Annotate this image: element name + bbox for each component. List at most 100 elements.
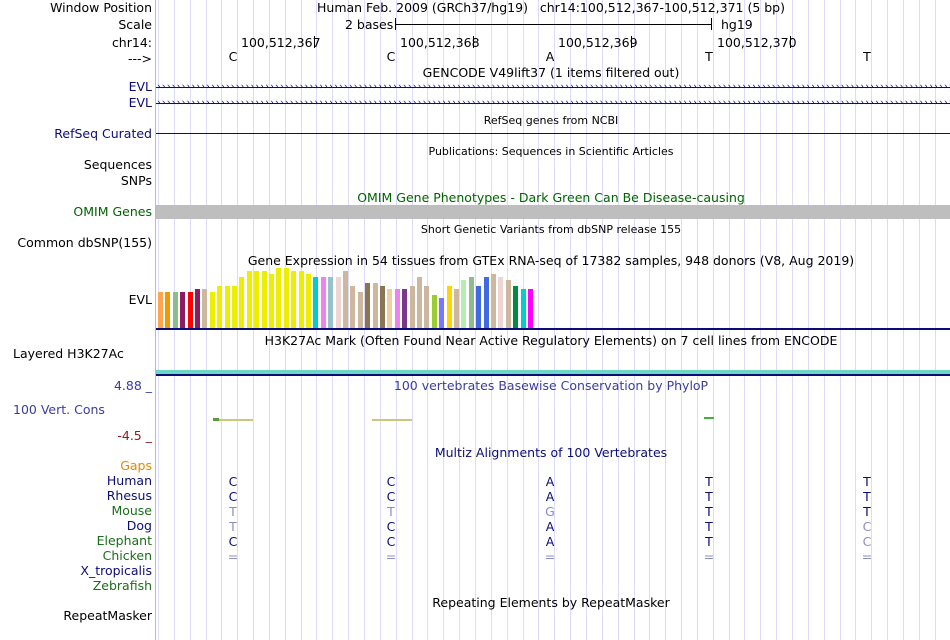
gtex-tissue-bar[interactable] <box>291 271 297 328</box>
layered-h3k27ac-label[interactable]: Layered H3K27Ac <box>13 346 124 361</box>
scale-bar-right-tick <box>711 18 712 30</box>
gtex-tissue-bar[interactable] <box>498 277 504 328</box>
gtex-tissue-bar[interactable] <box>505 280 511 328</box>
gtex-tissue-bar[interactable] <box>180 292 186 328</box>
gtex-tissue-bar[interactable] <box>232 286 237 328</box>
h3k27ac-signal[interactable] <box>156 370 950 374</box>
gtex-tissue-bar[interactable] <box>476 286 482 328</box>
gtex-tissue-bar[interactable] <box>491 274 496 328</box>
grid-line <box>459 0 460 640</box>
gtex-tissue-bar[interactable] <box>246 271 252 328</box>
omim-genes-label[interactable]: OMIM Genes <box>73 204 152 219</box>
gtex-tissue-bar[interactable] <box>417 277 422 328</box>
grid-line <box>618 0 619 640</box>
phylop-signal-3[interactable] <box>704 417 714 419</box>
common-dbsnp-label[interactable]: Common dbSNP(155) <box>17 235 152 250</box>
alignment-base: C <box>862 534 872 549</box>
gtex-tissue-bar[interactable] <box>513 286 519 328</box>
gtex-tissue-bar[interactable] <box>350 286 356 328</box>
gtex-tissue-bar[interactable] <box>239 277 245 328</box>
gtex-tissue-bar[interactable] <box>283 268 289 328</box>
species-human-label: Human <box>106 473 152 488</box>
refseq-curated-label[interactable]: RefSeq Curated <box>54 126 152 141</box>
gtex-tissue-bar[interactable] <box>461 280 467 328</box>
gtex-tissue-bar[interactable] <box>520 289 526 328</box>
alignment-base: C <box>228 474 238 489</box>
gtex-tissue-bar[interactable] <box>372 283 378 328</box>
alignment-base: T <box>705 519 713 534</box>
gtex-tissue-bar[interactable] <box>431 295 437 328</box>
alignment-base: = <box>544 549 556 564</box>
gtex-tissue-bar[interactable] <box>298 271 304 328</box>
gencode-transcript-2[interactable]: ››››››››››››››››››››››››››››››››››››››››… <box>156 97 950 109</box>
gtex-tissue-bar[interactable] <box>172 292 178 328</box>
coord-tick-4 <box>790 36 791 48</box>
gtex-tissue-bar[interactable] <box>269 274 274 328</box>
snps-label[interactable]: SNPs <box>120 173 152 188</box>
gtex-tissue-bar[interactable] <box>402 289 408 328</box>
phylop-signal-1[interactable] <box>213 419 253 421</box>
grid-line <box>697 0 698 640</box>
gtex-tissue-bar[interactable] <box>424 286 430 328</box>
gtex-tissue-bar[interactable] <box>254 271 260 328</box>
grid-line <box>919 0 920 640</box>
alignment-base: C <box>386 474 396 489</box>
alignment-grid[interactable]: C C A T T C C A T T T T G T T T C A T C C C A T C = = = = = <box>156 474 950 564</box>
gtex-gene-line <box>156 328 950 330</box>
alignment-base: = <box>227 549 239 564</box>
gtex-tissue-bar[interactable] <box>483 277 489 328</box>
scale-text: 2 bases <box>345 17 394 32</box>
gtex-tissue-bar[interactable] <box>158 292 163 328</box>
gtex-tissue-bar[interactable] <box>261 271 267 328</box>
grid-line <box>665 0 666 640</box>
strand-label: ---> <box>127 51 152 66</box>
gtex-tissue-bar[interactable] <box>387 289 393 328</box>
coord-2: 100,512,368 <box>400 35 480 50</box>
gtex-tissue-bar[interactable] <box>165 292 171 328</box>
gtex-tissue-bar[interactable] <box>313 277 319 328</box>
chrom-label: chr14: <box>111 35 152 50</box>
gtex-tissue-bar[interactable] <box>439 298 445 328</box>
gtex-tissue-bar[interactable] <box>276 268 282 328</box>
grid-line <box>887 0 888 640</box>
gtex-tissue-bar[interactable] <box>365 283 371 328</box>
gtex-tissue-bar[interactable] <box>224 286 230 328</box>
grid-line <box>681 0 682 640</box>
omim-gene-block[interactable] <box>156 205 950 219</box>
gtex-tissue-bar[interactable] <box>357 292 363 328</box>
gtex-tissue-bar[interactable] <box>394 289 400 328</box>
gtex-tissue-bar[interactable] <box>409 286 415 328</box>
gtex-tissue-bar[interactable] <box>328 277 334 328</box>
gencode-evl-label-1[interactable]: EVL <box>128 79 152 94</box>
gencode-evl-label-2[interactable]: EVL <box>128 95 152 110</box>
gtex-tissue-bar[interactable] <box>343 271 348 328</box>
grid-line <box>649 0 650 640</box>
species-mouse-label: Mouse <box>111 503 152 518</box>
gencode-transcript-1[interactable]: ››››››››››››››››››››››››››››››››››››››››… <box>156 81 950 93</box>
gtex-tissue-bar[interactable] <box>446 286 452 328</box>
refseq-gene-line[interactable] <box>156 133 950 134</box>
sequences-label[interactable]: Sequences <box>83 157 152 172</box>
gtex-tissue-bar[interactable] <box>306 274 311 328</box>
cons-max-label: 4.88 _ <box>113 378 152 393</box>
gtex-tissue-bar[interactable] <box>195 289 200 328</box>
browser-image-panel[interactable]: Human Feb. 2009 (GRCh37/hg19) chr14:100,… <box>156 0 950 640</box>
gtex-bar-chart[interactable] <box>156 268 950 328</box>
gtex-evl-label[interactable]: EVL <box>128 292 152 307</box>
gtex-tissue-bar[interactable] <box>209 292 215 328</box>
vert-cons-label[interactable]: 100 Vert. Cons <box>13 402 105 417</box>
cons-min-label: -4.5 _ <box>117 428 152 443</box>
gtex-tissue-bar[interactable] <box>468 277 474 328</box>
gtex-tissue-bar[interactable] <box>187 292 193 328</box>
phylop-signal-2[interactable] <box>372 419 412 421</box>
gtex-tissue-bar[interactable] <box>335 277 341 328</box>
gtex-tissue-bar[interactable] <box>320 277 326 328</box>
gtex-tissue-bar[interactable] <box>380 286 385 328</box>
alignment-base: C <box>386 534 396 549</box>
gtex-tissue-bar[interactable] <box>202 289 208 328</box>
gtex-tissue-bar[interactable] <box>528 289 533 328</box>
repeatmasker-label[interactable]: RepeatMasker <box>63 608 152 623</box>
gtex-tissue-bar[interactable] <box>454 289 459 328</box>
alignment-base: T <box>863 474 871 489</box>
gtex-tissue-bar[interactable] <box>217 286 223 328</box>
